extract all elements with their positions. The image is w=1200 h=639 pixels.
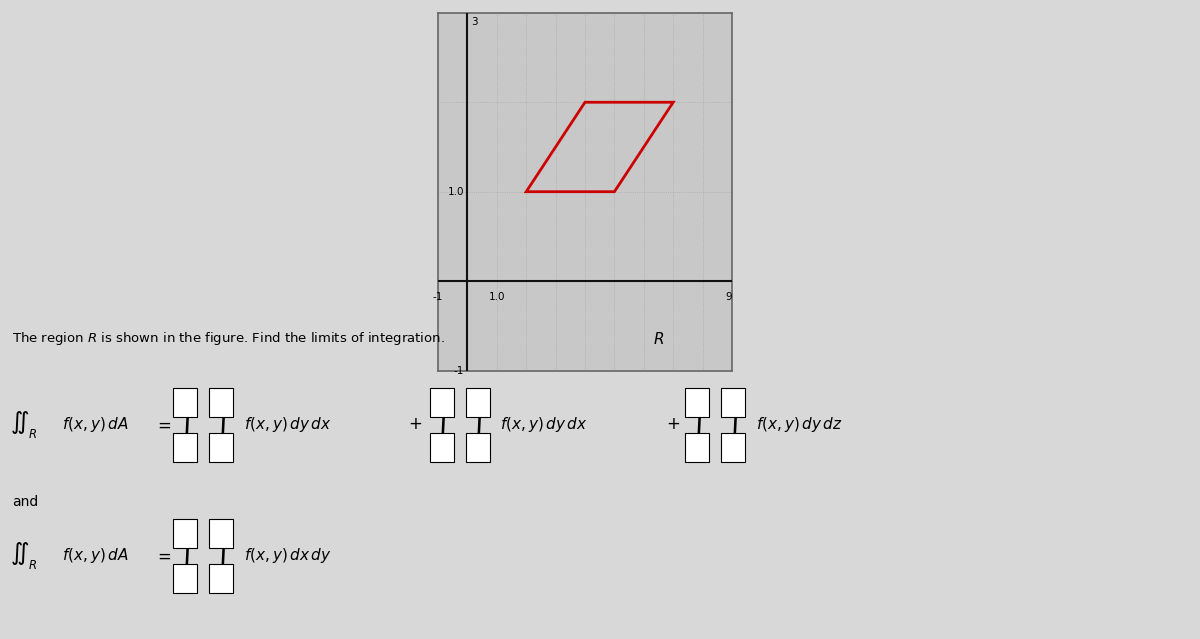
Text: $f(x,y)\,dy\,dz$: $f(x,y)\,dy\,dz$ [756,415,842,435]
Text: $f(x,y)\,dA$: $f(x,y)\,dA$ [62,546,130,566]
Text: $\int$: $\int$ [470,408,487,442]
Text: R: R [653,332,664,347]
Text: $+$: $+$ [408,417,422,433]
Text: -1: -1 [433,292,443,302]
FancyBboxPatch shape [173,388,197,417]
Text: $\int$: $\int$ [214,408,230,442]
Text: $f(x,y)\,dy\,dx$: $f(x,y)\,dy\,dx$ [244,415,331,435]
FancyBboxPatch shape [209,433,233,462]
Text: -1: -1 [454,366,464,376]
Text: $\int$: $\int$ [178,408,194,442]
FancyBboxPatch shape [430,388,454,417]
Text: The region $R$ is shown in the figure. Find the limits of integration.: The region $R$ is shown in the figure. F… [12,330,445,347]
FancyBboxPatch shape [721,388,745,417]
FancyBboxPatch shape [466,433,490,462]
FancyBboxPatch shape [430,433,454,462]
FancyBboxPatch shape [685,388,709,417]
FancyBboxPatch shape [209,564,233,593]
Text: 1.0: 1.0 [488,292,505,302]
Text: $f(x,y)\,dy\,dx$: $f(x,y)\,dy\,dx$ [500,415,588,435]
Text: 3: 3 [470,17,478,27]
Text: $\int$: $\int$ [726,408,743,442]
Text: 9: 9 [725,292,732,302]
Text: 1.0: 1.0 [448,187,464,197]
FancyBboxPatch shape [173,519,197,548]
Text: $f(x,y)\,dx\,dy$: $f(x,y)\,dx\,dy$ [244,546,331,566]
FancyBboxPatch shape [173,433,197,462]
Text: $=$: $=$ [154,548,170,564]
Text: $\int$: $\int$ [434,408,451,442]
Text: $\int$: $\int$ [178,539,194,573]
Text: $=$: $=$ [154,417,170,433]
Text: $+$: $+$ [666,417,680,433]
FancyBboxPatch shape [209,388,233,417]
Text: $f(x,y)\,dA$: $f(x,y)\,dA$ [62,415,130,435]
Text: $\int$: $\int$ [214,539,230,573]
FancyBboxPatch shape [466,388,490,417]
Text: $\int$: $\int$ [690,408,707,442]
Text: $\iint_R$: $\iint_R$ [10,410,37,440]
Text: and: and [12,495,38,509]
Text: $\iint_R$: $\iint_R$ [10,541,37,571]
FancyBboxPatch shape [685,433,709,462]
FancyBboxPatch shape [173,564,197,593]
FancyBboxPatch shape [209,519,233,548]
FancyBboxPatch shape [721,433,745,462]
